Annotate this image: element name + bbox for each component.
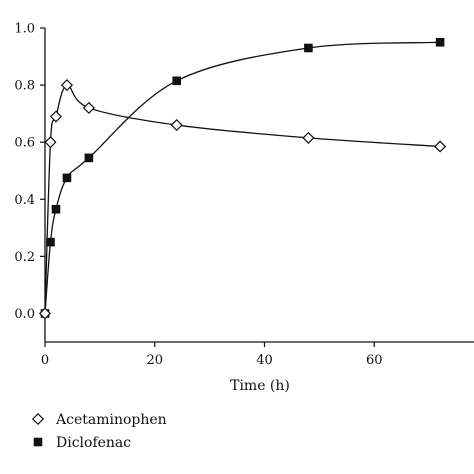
y-ticks: 0.0 0.2 0.4 0.6 0.8 1.0: [14, 22, 45, 322]
y-tick-label: 0.6: [14, 136, 35, 151]
diclofenac-point: [62, 173, 72, 183]
data-markers: [38, 37, 447, 320]
y-tick-label: 0.0: [14, 307, 35, 322]
diclofenac-point: [84, 153, 94, 163]
x-tick-label: 20: [146, 353, 163, 368]
legend-marker-diclofenac: [33, 437, 43, 447]
x-tick-label: 40: [256, 353, 273, 368]
diclofenac-point: [51, 204, 61, 214]
acetaminophen-point: [434, 140, 447, 153]
legend-label-diclofenac: Diclofenac: [56, 435, 131, 451]
y-tick-label: 0.4: [14, 193, 35, 208]
x-axis-title: Time (h): [230, 378, 290, 394]
acetaminophen-point: [38, 307, 52, 320]
series-curve-acetaminophen: [44, 84, 441, 314]
x-tick-label: 0: [41, 353, 49, 368]
acetaminophen-point: [302, 131, 315, 144]
diclofenac-point: [435, 37, 445, 47]
acetaminophen-point: [60, 79, 73, 92]
diclofenac-point: [46, 237, 55, 247]
fit-curves: [44, 41, 441, 314]
x-ticks: 02040608: [41, 342, 383, 368]
y-tick-label: 0.8: [14, 79, 35, 94]
y-tick-label: 1.0: [14, 22, 35, 37]
x-tick-label: 60: [366, 353, 383, 368]
acetaminophen-point: [170, 119, 183, 132]
legend-label-acetaminophen: Acetaminophen: [55, 412, 167, 428]
y-tick-label: 0.2: [14, 250, 35, 265]
diclofenac-point: [304, 43, 313, 53]
axes: [44, 28, 474, 343]
legend-marker-acetaminophen: [31, 412, 45, 426]
series-curve-diclofenac: [44, 41, 441, 314]
acetaminophen-point: [44, 136, 57, 149]
legend: Acetaminophen Diclofenac: [31, 412, 167, 451]
diclofenac-point: [172, 76, 181, 86]
acetaminophen-point: [82, 101, 95, 114]
acetaminophen-point: [49, 110, 63, 123]
